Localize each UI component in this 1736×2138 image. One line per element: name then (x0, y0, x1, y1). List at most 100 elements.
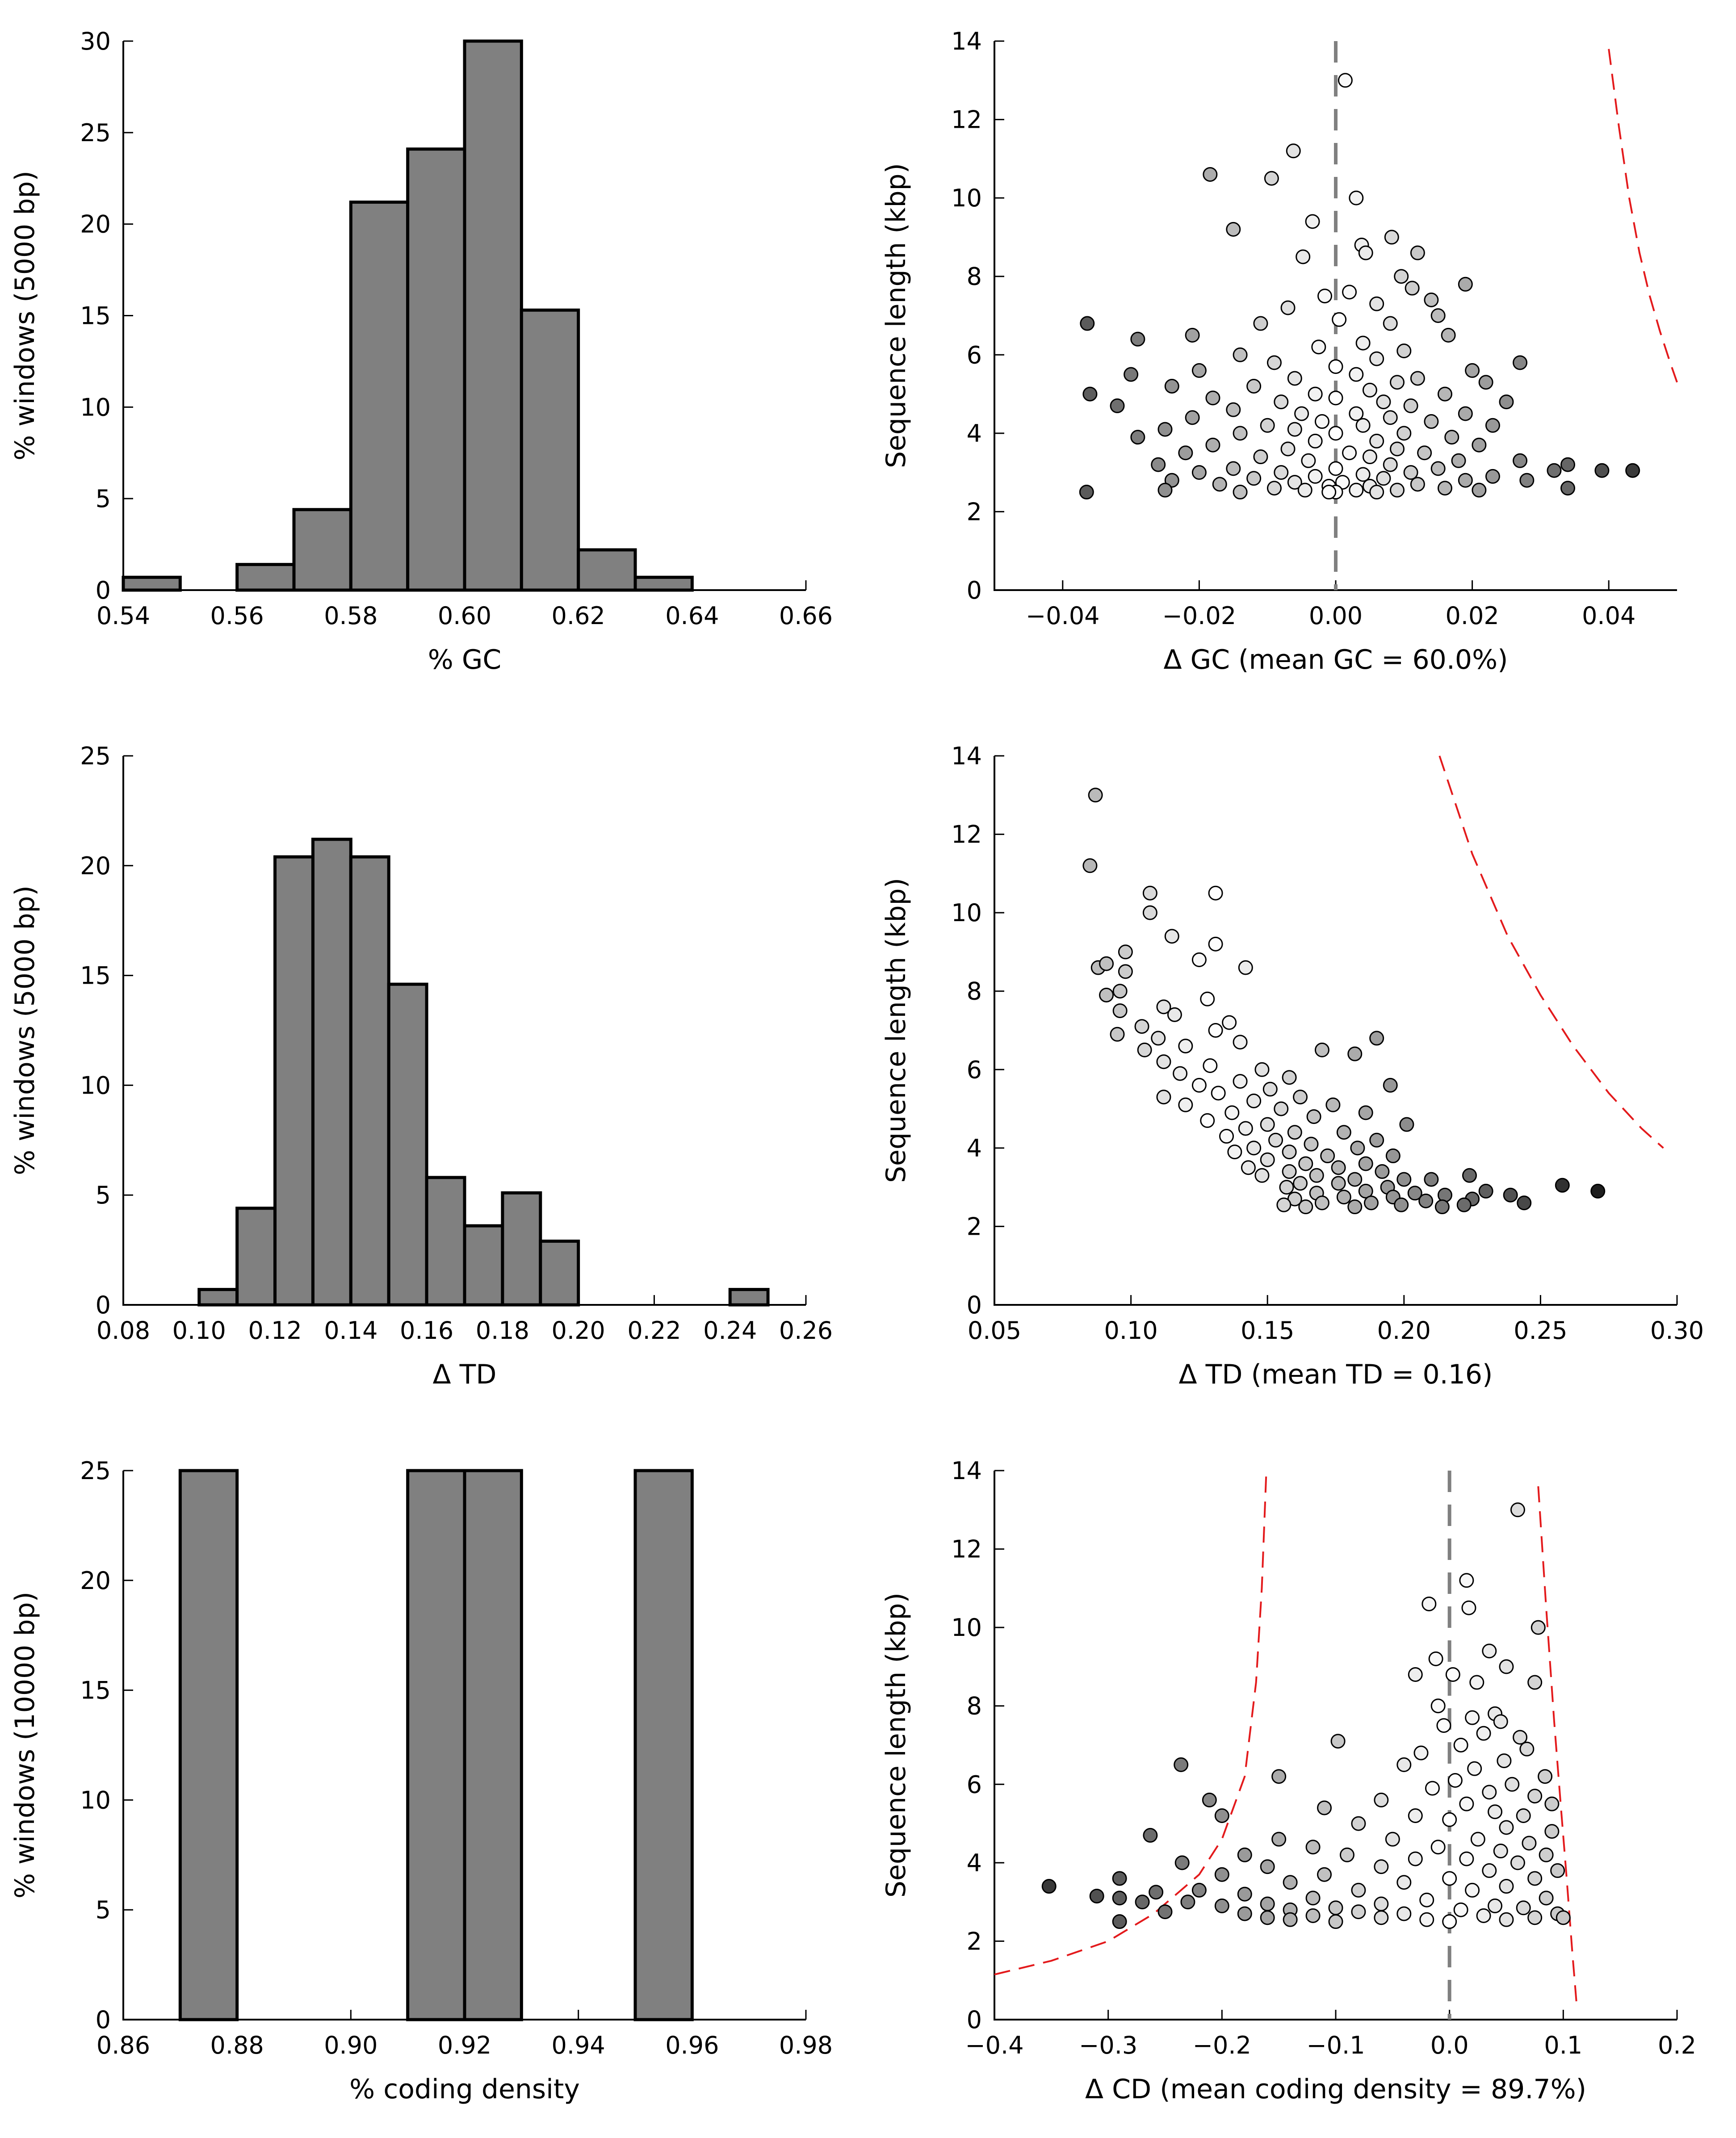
scatter-point (1099, 987, 1114, 1002)
scatter-point (1383, 457, 1398, 472)
scatter-point (1274, 1101, 1289, 1116)
histogram-bar (501, 1191, 542, 1307)
y-tick-label: 25 (80, 1457, 111, 1485)
scatter-point (1519, 1741, 1535, 1757)
scatter-point (1208, 936, 1223, 952)
bound-curve (1608, 49, 1678, 383)
scatter-point (1205, 390, 1220, 406)
scatter-point (1383, 316, 1398, 331)
y-tick-label: 4 (967, 1849, 982, 1877)
x-tick-label: 0.58 (324, 602, 377, 630)
scatter-point (1349, 190, 1364, 205)
x-tick-label: 0.08 (96, 1316, 150, 1345)
scatter-point (1430, 1840, 1446, 1855)
scatter-point (1527, 1675, 1543, 1690)
x-tick-label: 0.10 (1104, 1316, 1157, 1345)
scatter-point (1191, 363, 1207, 378)
scatter-point (1214, 1867, 1229, 1882)
y-tick-label: 20 (80, 1567, 111, 1595)
x-axis-label: Δ TD (mean TD = 0.16) (1179, 1359, 1493, 1390)
scatter-point (1286, 143, 1301, 159)
scatter-point (1362, 382, 1377, 398)
x-tick-label: −0.4 (965, 2031, 1023, 2059)
scatter-point (1358, 1105, 1373, 1120)
histogram-bar (633, 575, 694, 592)
x-tick-label: 0.18 (476, 1316, 529, 1345)
scatter-point (1493, 1844, 1508, 1859)
scatter-point (1191, 952, 1207, 967)
scatter-point (1118, 964, 1133, 979)
scatter-point (1124, 367, 1139, 382)
scatter-point (1298, 1199, 1313, 1215)
y-tick-label: 4 (967, 419, 982, 448)
scatter-point (1254, 1062, 1270, 1077)
scatter-point (1453, 1902, 1468, 1917)
scatter-point (1349, 482, 1364, 498)
scatter-point (1142, 885, 1157, 901)
histogram-bar (539, 1239, 580, 1307)
scatter-point (1082, 386, 1098, 402)
scatter-point (1430, 308, 1446, 323)
scatter-point (1338, 73, 1353, 88)
histogram-bar (273, 855, 314, 1307)
scatter-point (1314, 414, 1329, 429)
scatter-point (1396, 1172, 1412, 1187)
scatter-point (1465, 1710, 1480, 1725)
scatter-point (1434, 1199, 1450, 1215)
scatter-point (1442, 1871, 1457, 1886)
scatter-point (1311, 340, 1326, 355)
scatter-point (1594, 463, 1610, 478)
scatter-point (1519, 473, 1535, 488)
scatter-point (1280, 300, 1296, 315)
scatter-point (1374, 1896, 1389, 1912)
y-axis-label: Sequence length (kbp) (881, 878, 912, 1183)
y-tick-label: 0 (967, 2006, 982, 2034)
bound-curve (994, 1470, 1267, 1975)
y-tick-label: 5 (96, 1896, 111, 1924)
scatter-point (1555, 1178, 1570, 1193)
scatter-point (1274, 465, 1289, 480)
scatter-point (1556, 1910, 1571, 1925)
scatter-point (1099, 956, 1114, 971)
scatter-point (1516, 1808, 1531, 1824)
x-tick-label: 0.12 (248, 1316, 302, 1345)
scatter-point (1276, 1197, 1292, 1212)
scatter-point (1328, 426, 1343, 441)
scatter-point (1260, 1910, 1275, 1925)
scatter-point (1260, 1152, 1275, 1167)
x-tick-label: 0.20 (552, 1316, 605, 1345)
scatter-point (1488, 1898, 1503, 1913)
scatter-point (1347, 1172, 1363, 1187)
histogram-bar (311, 838, 352, 1307)
scatter-point (1513, 1730, 1528, 1745)
scatter-point (1112, 984, 1128, 999)
y-tick-label: 10 (951, 1614, 982, 1642)
scatter-point (1362, 449, 1377, 465)
scatter-point (1314, 1042, 1329, 1057)
x-tick-label: −0.3 (1079, 2031, 1137, 2059)
scatter-point (1544, 1796, 1560, 1811)
scatter-point (1403, 398, 1418, 413)
histogram-bar (463, 1469, 523, 2021)
x-tick-label: 0.54 (96, 602, 150, 630)
scatter-point (1499, 1659, 1514, 1674)
scatter-point (1157, 422, 1173, 437)
scatter-point (1293, 1176, 1308, 1191)
scatter-point (1347, 1046, 1363, 1061)
scatter-point (1358, 1183, 1373, 1199)
scatter-point (1437, 386, 1452, 402)
scatter-point (1260, 418, 1275, 433)
scatter-point (1325, 1097, 1341, 1112)
scatter-point (1472, 437, 1487, 453)
scatter-point (1462, 1168, 1477, 1183)
histogram-bar (349, 855, 390, 1307)
histogram-bar (425, 1176, 466, 1307)
y-tick-label: 6 (967, 341, 982, 369)
x-tick-label: 0.05 (968, 1316, 1021, 1345)
scatter-point (1211, 1086, 1226, 1101)
scatter-point (1369, 433, 1384, 449)
scatter-point (1280, 441, 1296, 457)
y-tick-label: 12 (951, 106, 982, 134)
scatter-point (1476, 1908, 1491, 1923)
